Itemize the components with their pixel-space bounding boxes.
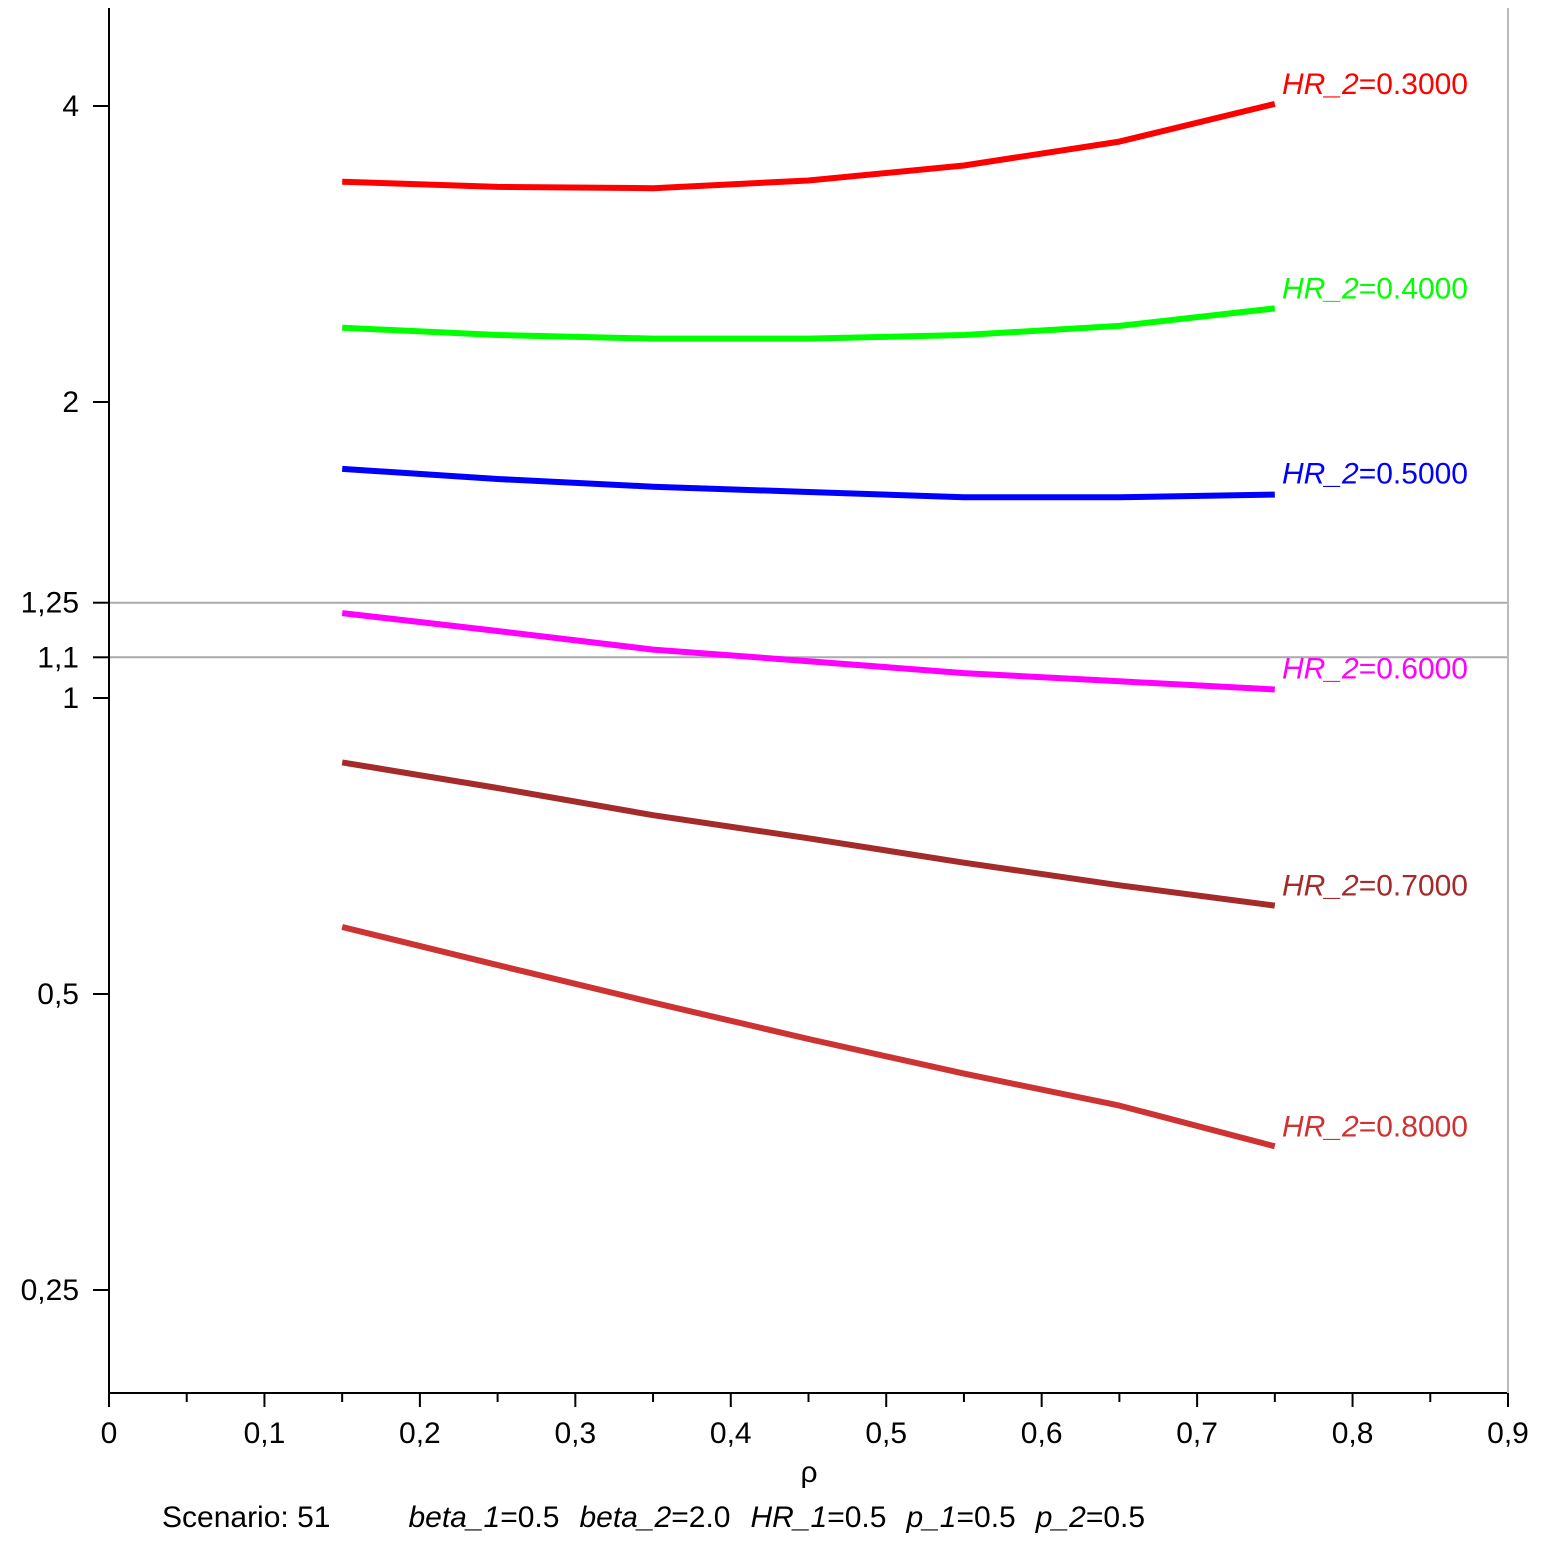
series-line (342, 305, 1276, 342)
series-lines (341, 100, 1276, 1150)
series-label: HR_2=0.3000 (1282, 68, 1468, 101)
series-label-value: 0.5000 (1376, 458, 1468, 491)
x-tick-label: 0 (101, 1417, 118, 1450)
y-tick-label: 0,5 (37, 978, 79, 1011)
x-tick-label: 0,7 (1176, 1417, 1218, 1450)
series-line (341, 759, 1276, 909)
series-label-name: HR_2 (1282, 458, 1359, 491)
x-tick-label: 0,3 (554, 1417, 596, 1450)
caption-param-name: p_1 (905, 1501, 956, 1534)
y-tick-label: 0,25 (21, 1274, 79, 1307)
series-line (341, 610, 1275, 693)
series-label-name: HR_2 (1282, 272, 1359, 305)
y-tick-label: 1,1 (37, 641, 79, 674)
series-label-eq: = (1359, 272, 1377, 305)
caption-param-name: beta_1 (408, 1501, 500, 1534)
series-label-value: 0.8000 (1376, 1110, 1468, 1143)
caption-param-value: 2.0 (689, 1501, 731, 1534)
caption-scenario: Scenario: 51 (162, 1501, 330, 1534)
series-line (342, 465, 1275, 501)
caption-param-name: beta_2 (579, 1501, 671, 1534)
series-label-value: 0.6000 (1376, 653, 1468, 686)
y-tick-label: 2 (62, 386, 79, 419)
caption-param-value: 0.5 (845, 1501, 887, 1534)
x-tick-label: 0,9 (1487, 1417, 1529, 1450)
caption-param-name: HR_1 (750, 1501, 827, 1534)
caption-param-eq: = (671, 1501, 689, 1534)
caption-param-value: 0.5 (518, 1501, 560, 1534)
series-label: HR_2=0.4000 (1282, 272, 1468, 305)
caption-param-eq: = (957, 1501, 975, 1534)
series-line (341, 924, 1276, 1150)
x-tick-label: 0,2 (399, 1417, 441, 1450)
caption-param-value: 0.5 (974, 1501, 1016, 1534)
series-labels: HR_2=0.3000HR_2=0.4000HR_2=0.5000HR_2=0.… (1282, 68, 1468, 1143)
caption-param-name: p_2 (1035, 1501, 1086, 1534)
series-label-value: 0.4000 (1376, 272, 1468, 305)
series-label-value: 0.3000 (1376, 68, 1468, 101)
series-label-name: HR_2 (1282, 68, 1359, 101)
series-label: HR_2=0.5000 (1282, 458, 1468, 491)
series-label-name: HR_2 (1282, 653, 1359, 686)
x-tick-label: 0,8 (1332, 1417, 1374, 1450)
x-tick-label: 0,1 (244, 1417, 286, 1450)
caption-param-eq: = (827, 1501, 845, 1534)
series-label-name: HR_2 (1282, 870, 1359, 903)
caption-param-eq: = (500, 1501, 518, 1534)
x-axis-label: ρ (800, 1456, 817, 1489)
series-label-eq: = (1359, 870, 1377, 903)
series-label-eq: = (1359, 458, 1377, 491)
axes: 0 0,1 0,2 0,3 0,4 0,5 0,6 0,7 0,8 0,9 4 2 1,25 1,1 1 0,… (21, 8, 1529, 1450)
x-tick-label: 0,5 (865, 1417, 907, 1450)
series-label: HR_2=0.6000 (1282, 653, 1468, 686)
x-tick-label: 0,4 (710, 1417, 752, 1450)
series-label-eq: = (1359, 1110, 1377, 1143)
series-label: HR_2=0.7000 (1282, 870, 1468, 903)
caption: Scenario: 51 beta_1=0.5 beta_2=2.0 HR_1=0.5… (162, 1501, 1145, 1534)
series-label-eq: = (1359, 68, 1377, 101)
reference-lines (109, 601, 1508, 659)
series-line (342, 100, 1276, 192)
y-tick-label: 1 (62, 682, 79, 715)
series-label-eq: = (1359, 653, 1377, 686)
caption-param-value: 0.5 (1103, 1501, 1145, 1534)
caption-param-eq: = (1086, 1501, 1104, 1534)
y-tick-label: 4 (62, 90, 79, 123)
series-label-name: HR_2 (1282, 1110, 1359, 1143)
series-label: HR_2=0.8000 (1282, 1110, 1468, 1143)
series-label-value: 0.7000 (1376, 870, 1468, 903)
x-tick-label: 0,6 (1021, 1417, 1063, 1450)
y-tick-label: 1,25 (21, 587, 79, 620)
